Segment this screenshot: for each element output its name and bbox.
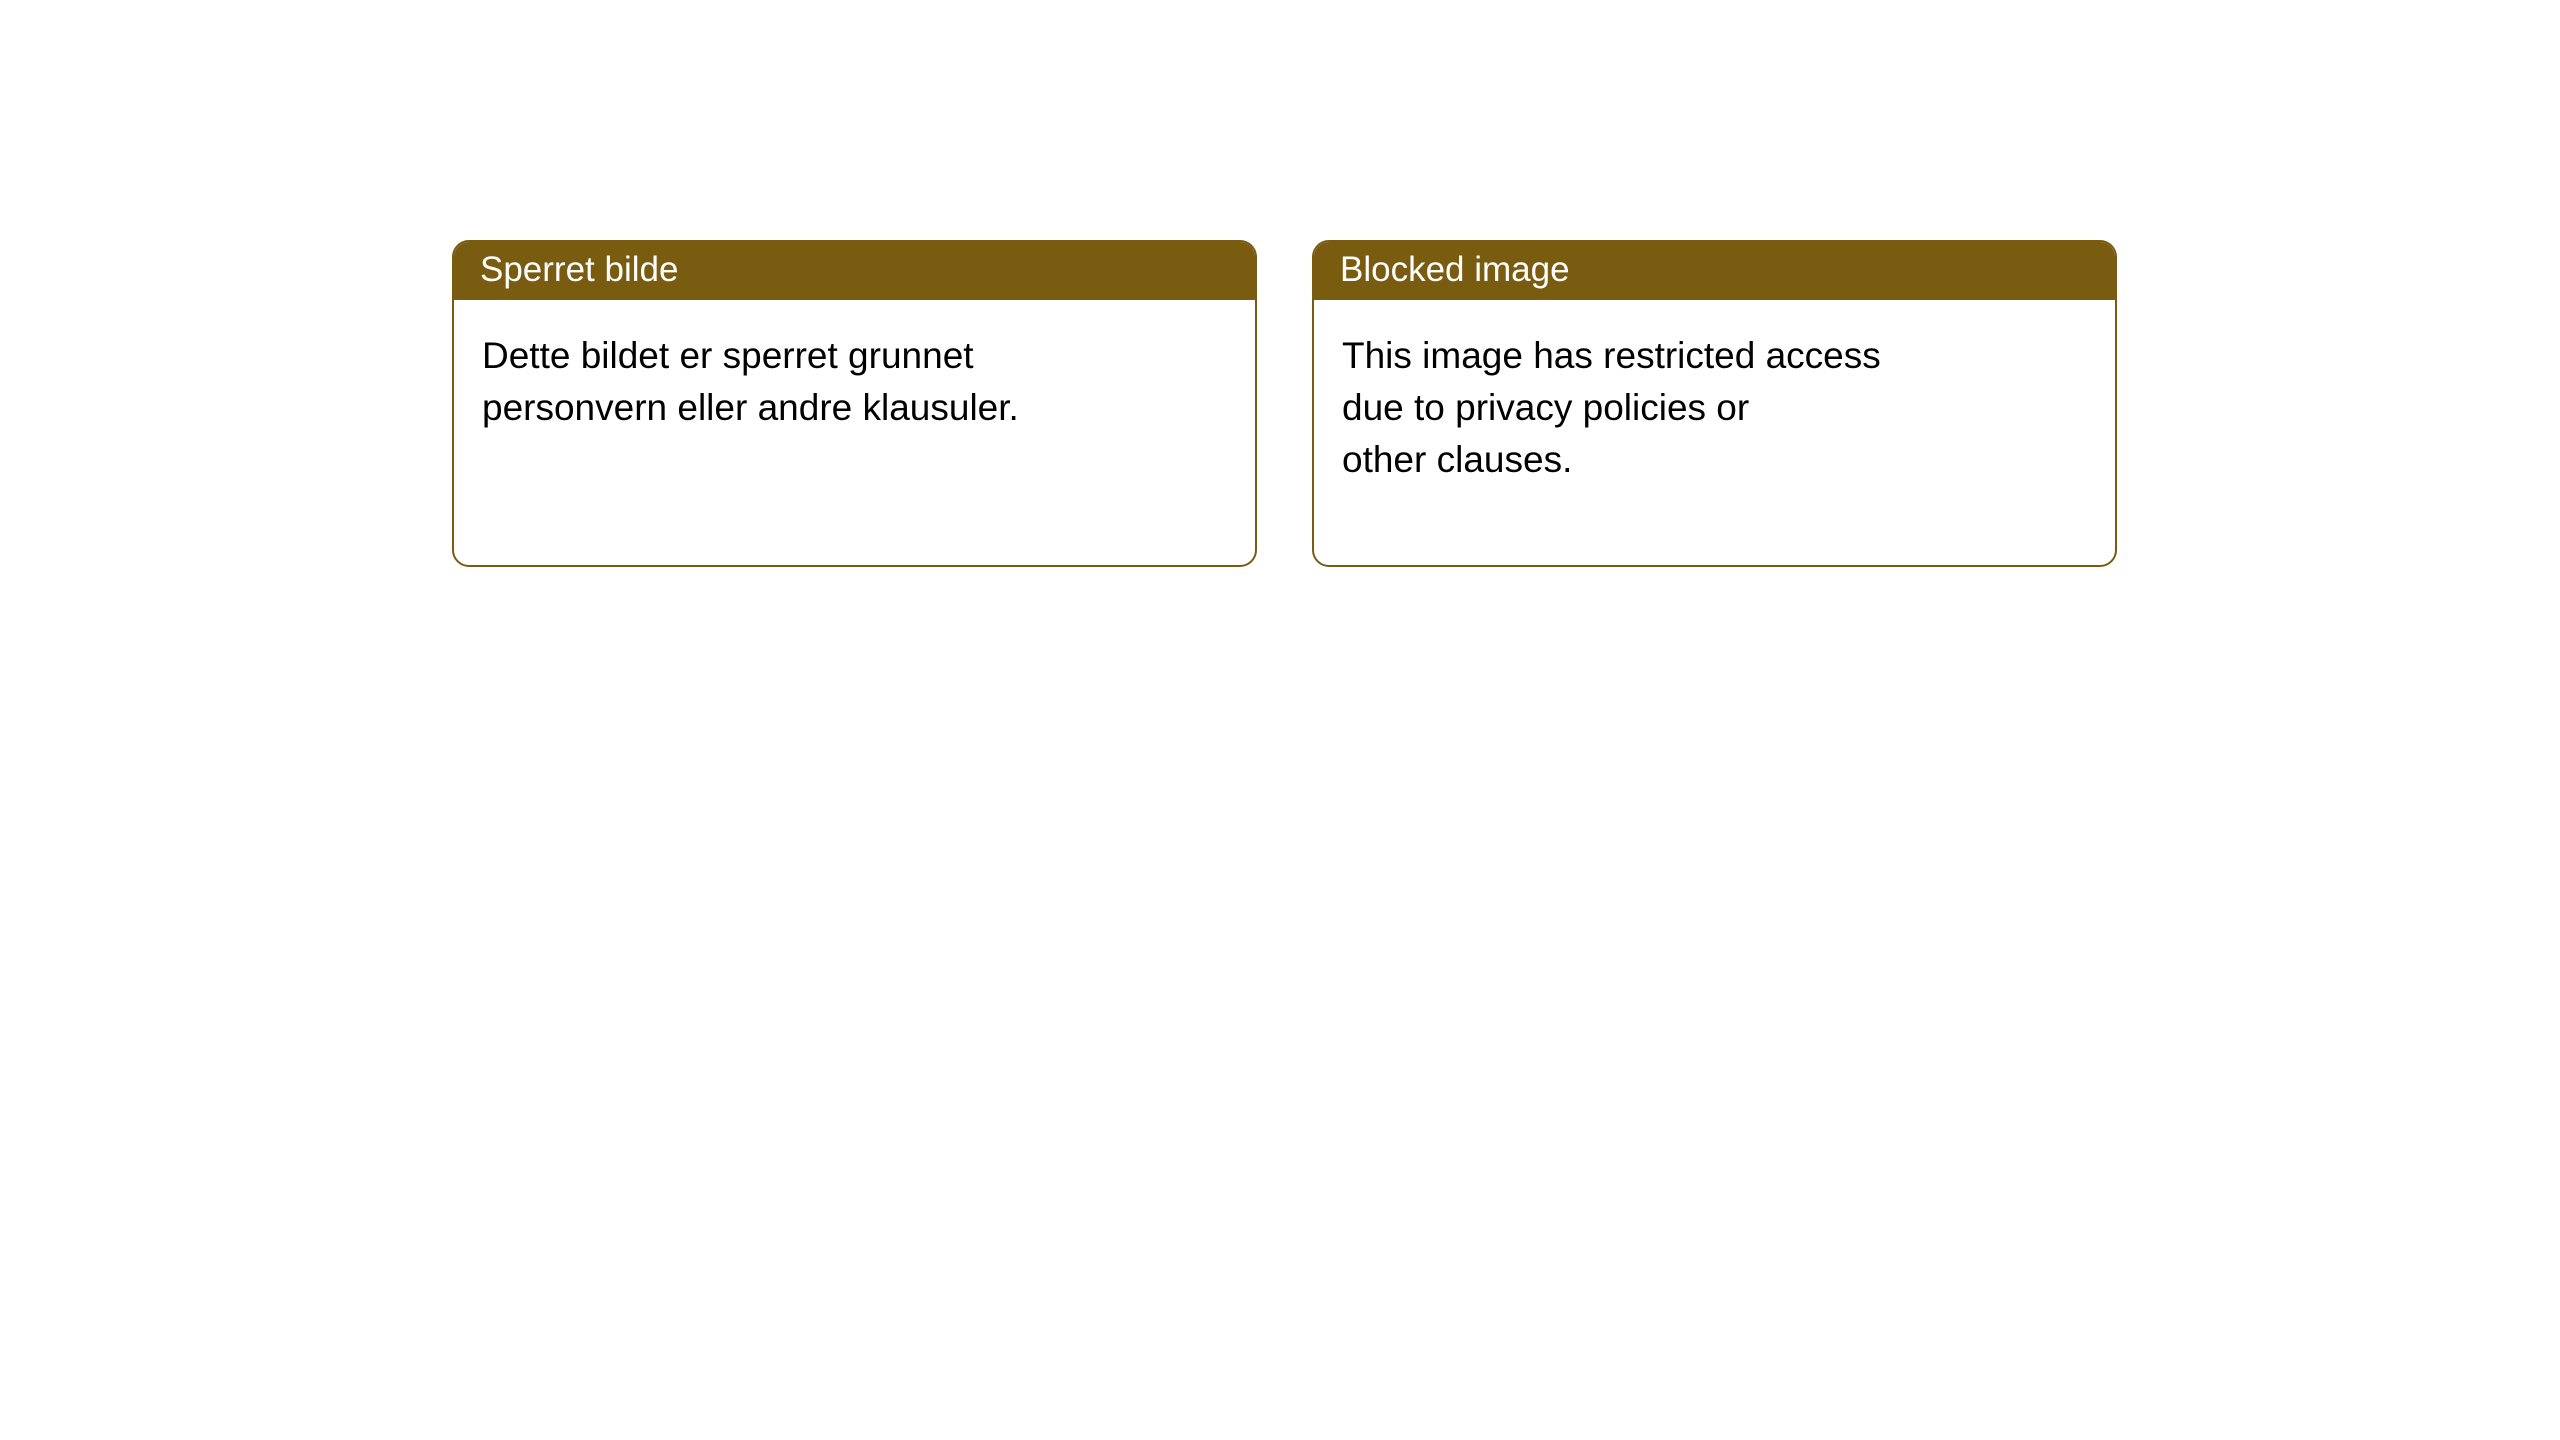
notice-title: Sperret bilde [454, 242, 1255, 300]
notice-title: Blocked image [1314, 242, 2115, 300]
notice-body: Dette bildet er sperret grunnet personve… [454, 300, 1255, 514]
notice-container: Sperret bilde Dette bildet er sperret gr… [0, 0, 2560, 567]
notice-box-english: Blocked image This image has restricted … [1312, 240, 2117, 567]
notice-body: This image has restricted access due to … [1314, 300, 2115, 565]
notice-box-norwegian: Sperret bilde Dette bildet er sperret gr… [452, 240, 1257, 567]
